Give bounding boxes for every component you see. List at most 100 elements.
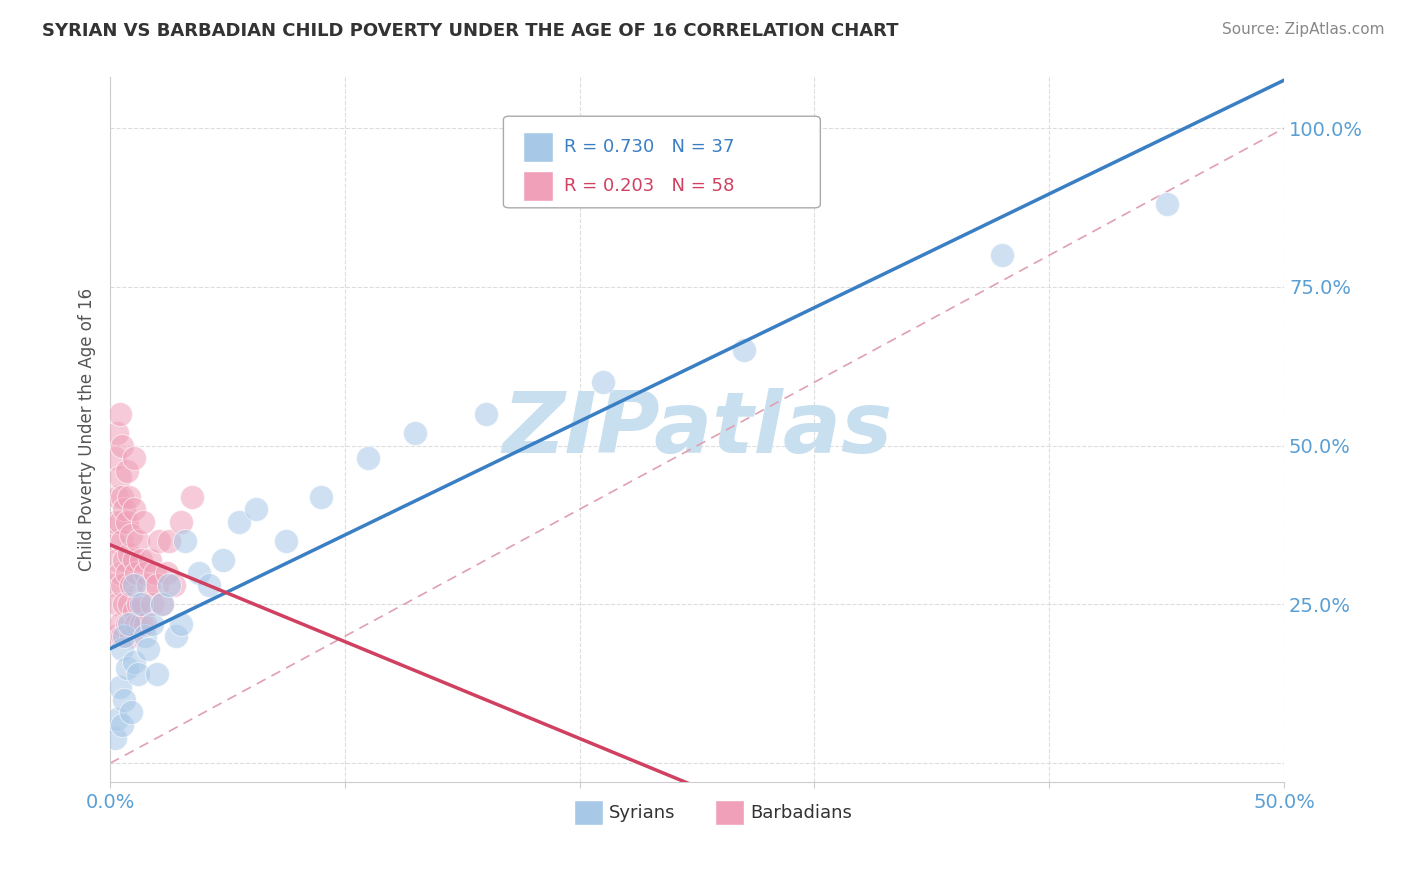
Point <box>115 566 138 580</box>
Point <box>188 566 211 580</box>
Point <box>245 502 267 516</box>
Text: Source: ZipAtlas.com: Source: ZipAtlas.com <box>1222 22 1385 37</box>
Point <box>105 490 128 504</box>
Point <box>134 616 156 631</box>
Point <box>127 598 149 612</box>
Point <box>120 578 142 592</box>
Point <box>141 598 163 612</box>
Text: Barbadians: Barbadians <box>749 804 852 822</box>
Point <box>157 578 180 592</box>
Point <box>129 616 152 631</box>
Point <box>125 616 148 631</box>
Point <box>104 515 127 529</box>
Point <box>150 598 173 612</box>
Point <box>104 629 127 643</box>
Point <box>122 553 145 567</box>
Point <box>311 490 333 504</box>
Point <box>146 578 169 592</box>
Point <box>101 533 124 548</box>
Point <box>150 598 173 612</box>
Point <box>105 598 128 612</box>
Y-axis label: Child Poverty Under the Age of 16: Child Poverty Under the Age of 16 <box>79 288 96 572</box>
Text: ZIPatlas: ZIPatlas <box>502 388 893 471</box>
Point <box>136 641 159 656</box>
FancyBboxPatch shape <box>714 800 744 824</box>
Point <box>111 533 134 548</box>
Point <box>122 655 145 669</box>
Point <box>108 680 131 694</box>
Point <box>139 553 162 567</box>
Point <box>111 718 134 732</box>
Point <box>105 712 128 726</box>
Point <box>733 343 755 358</box>
Point <box>134 566 156 580</box>
Point <box>115 464 138 478</box>
Point <box>141 616 163 631</box>
Text: SYRIAN VS BARBADIAN CHILD POVERTY UNDER THE AGE OF 16 CORRELATION CHART: SYRIAN VS BARBADIAN CHILD POVERTY UNDER … <box>42 22 898 40</box>
FancyBboxPatch shape <box>523 132 553 161</box>
Point <box>136 578 159 592</box>
Point <box>108 566 131 580</box>
Point <box>165 629 187 643</box>
Point <box>122 578 145 592</box>
Point <box>111 578 134 592</box>
Point <box>105 425 128 440</box>
Point <box>118 547 141 561</box>
Point <box>132 598 155 612</box>
Point <box>174 533 197 548</box>
Point <box>115 515 138 529</box>
FancyBboxPatch shape <box>523 171 553 201</box>
Point <box>118 616 141 631</box>
Point <box>404 425 426 440</box>
Point <box>112 629 135 643</box>
Point <box>104 731 127 745</box>
Text: R = 0.203   N = 58: R = 0.203 N = 58 <box>564 177 735 194</box>
Point <box>115 616 138 631</box>
Point <box>120 527 142 541</box>
Point <box>148 533 170 548</box>
Point <box>122 451 145 466</box>
Point <box>108 515 131 529</box>
Point <box>120 629 142 643</box>
Point <box>181 490 204 504</box>
Point <box>475 407 498 421</box>
Point <box>211 553 233 567</box>
Point <box>134 629 156 643</box>
Point <box>112 502 135 516</box>
Point <box>127 533 149 548</box>
Point <box>146 667 169 681</box>
Point <box>1156 197 1178 211</box>
Point <box>155 566 177 580</box>
Point <box>157 533 180 548</box>
FancyBboxPatch shape <box>574 800 603 824</box>
Point <box>112 553 135 567</box>
Point <box>111 629 134 643</box>
Point <box>276 533 298 548</box>
Point <box>197 578 219 592</box>
Point <box>120 706 142 720</box>
Point <box>111 439 134 453</box>
Point <box>129 553 152 567</box>
Point <box>108 616 131 631</box>
Point <box>143 566 166 580</box>
Point <box>132 515 155 529</box>
Point <box>122 502 145 516</box>
Point <box>122 604 145 618</box>
FancyBboxPatch shape <box>503 116 820 208</box>
Point <box>111 641 134 656</box>
Point <box>169 616 191 631</box>
Point <box>125 566 148 580</box>
Point <box>129 598 152 612</box>
Point <box>169 515 191 529</box>
Point <box>118 490 141 504</box>
Point <box>127 667 149 681</box>
Point <box>111 490 134 504</box>
Point <box>112 692 135 706</box>
Point <box>115 661 138 675</box>
Point <box>108 470 131 484</box>
Point <box>228 515 250 529</box>
Point <box>112 598 135 612</box>
Point <box>104 451 127 466</box>
Point <box>592 376 614 390</box>
Point <box>991 248 1014 262</box>
